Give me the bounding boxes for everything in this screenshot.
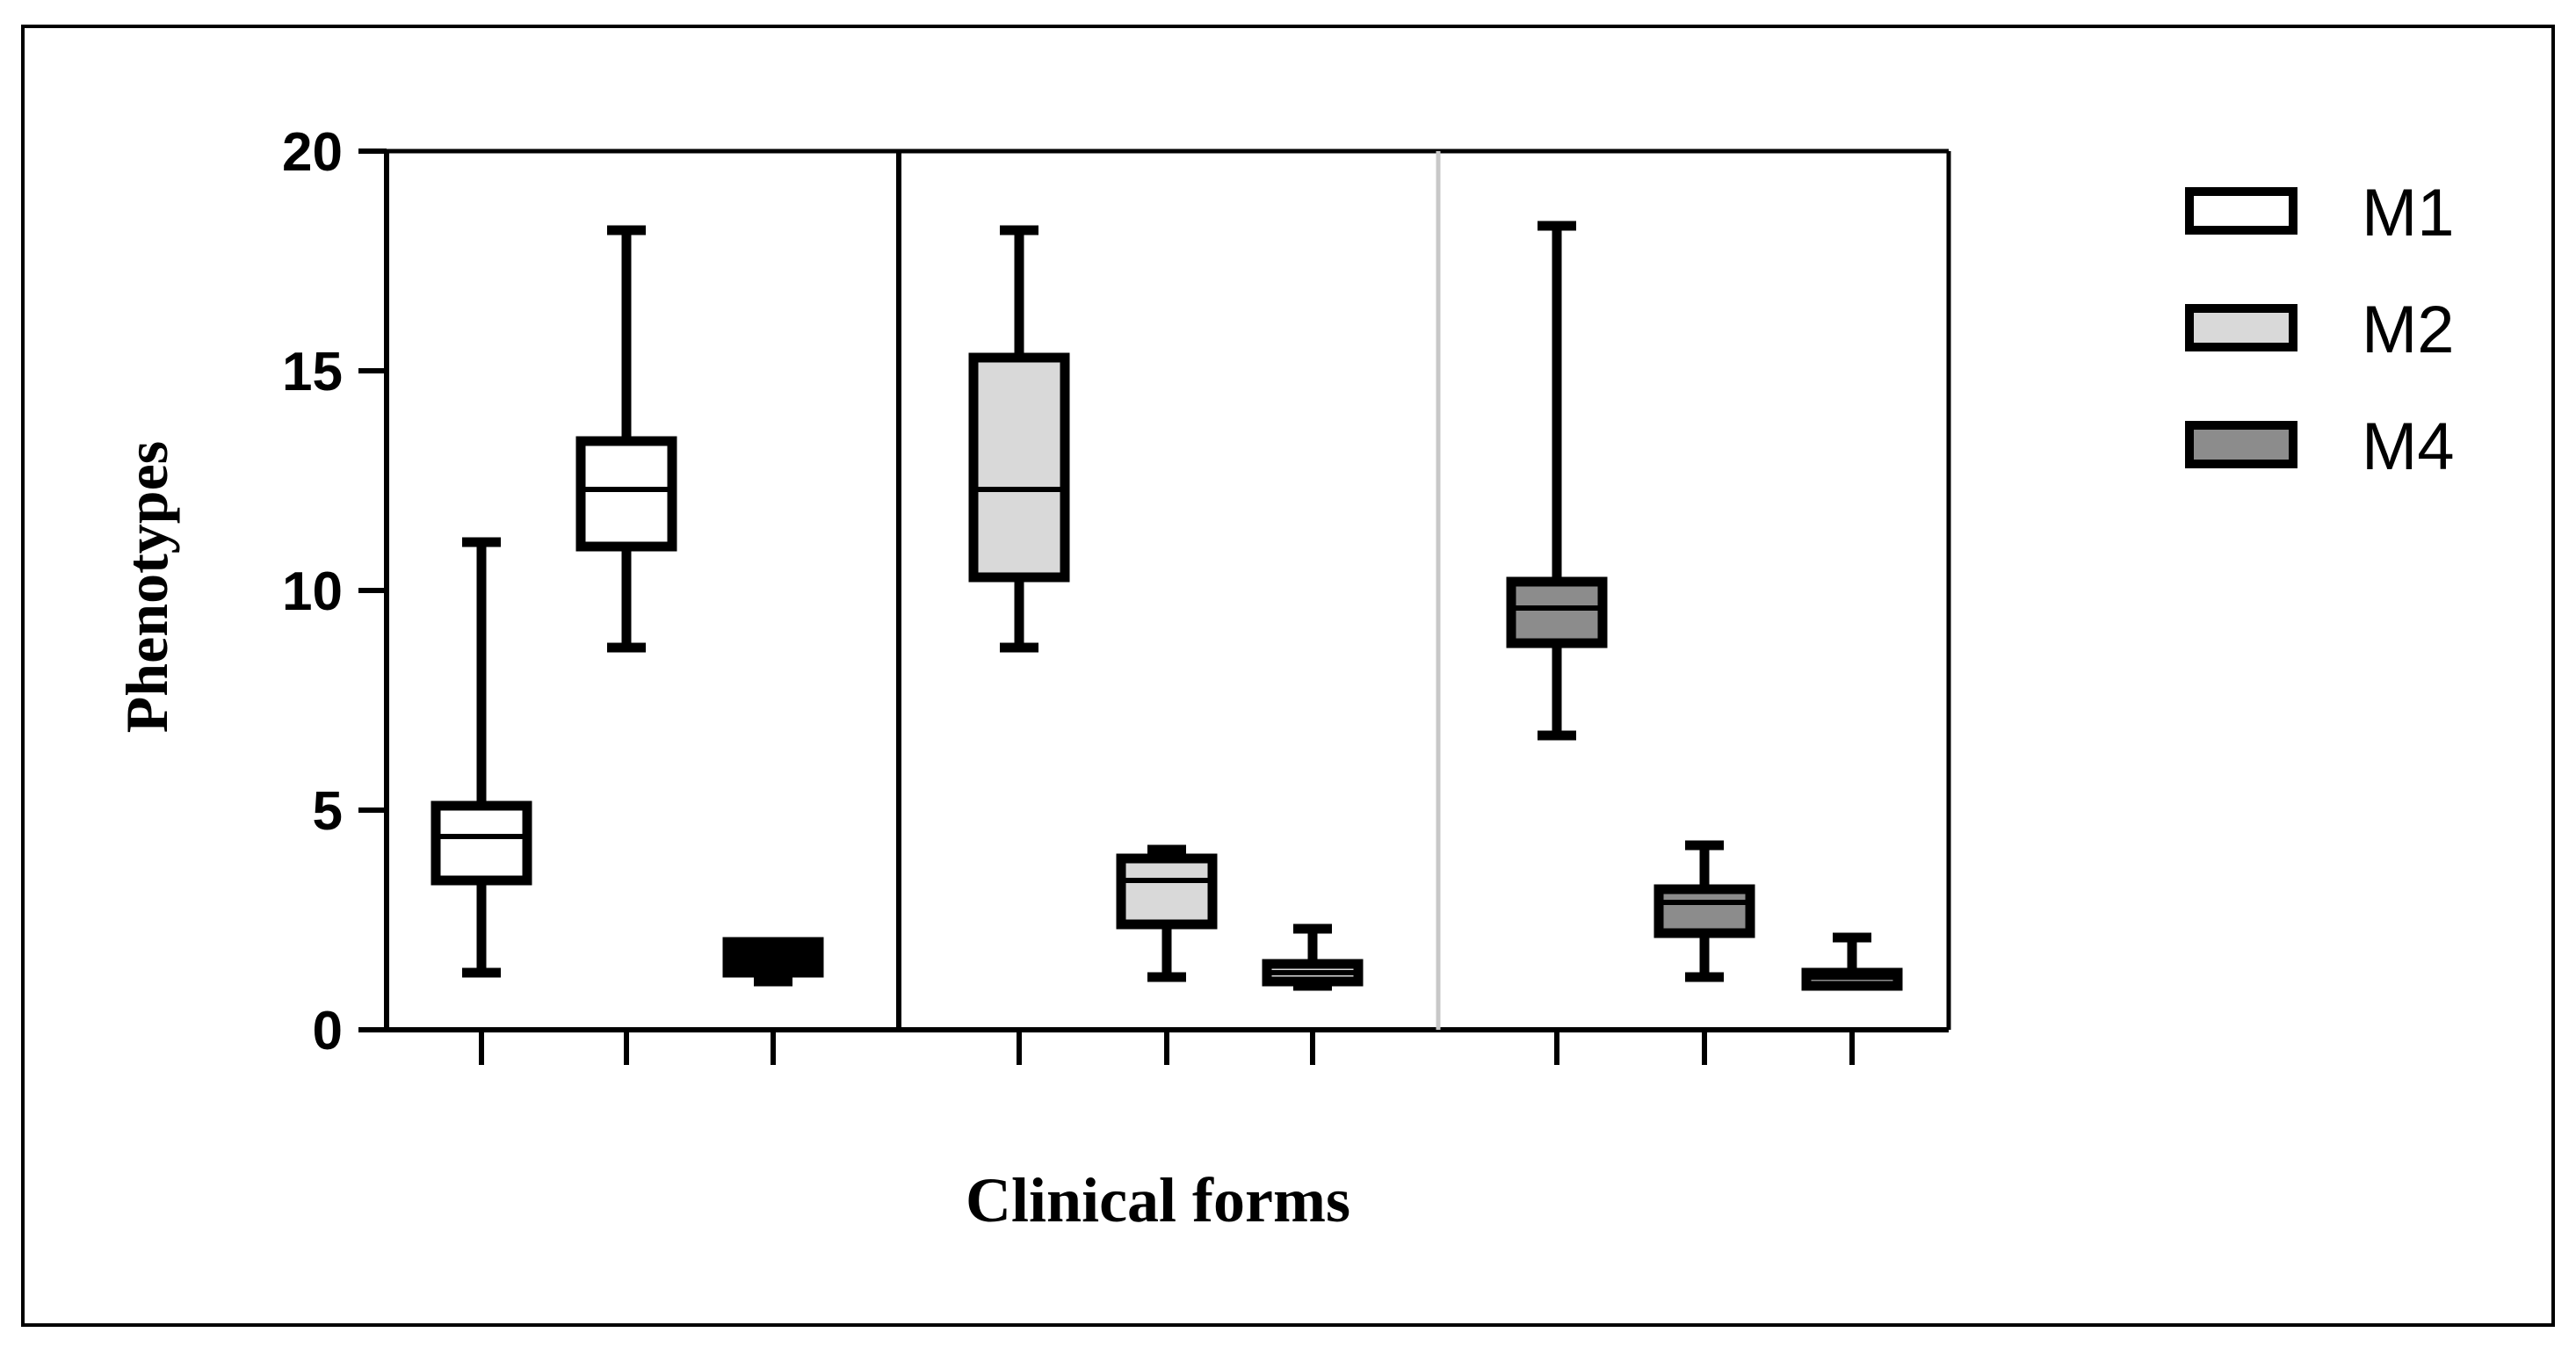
y-axis-title: Phenotypes (113, 441, 180, 733)
legend-item-m2: M2 (2185, 293, 2455, 367)
box-body (1506, 576, 1608, 648)
y-tick-label: 10 (282, 561, 343, 622)
legend-label: M4 (2362, 409, 2455, 484)
box-m2 (1262, 923, 1364, 1065)
box-m4 (1653, 840, 1755, 1065)
box-m1 (722, 937, 824, 1065)
box-body (1653, 884, 1755, 938)
box-m2 (968, 225, 1070, 1065)
legend-item-m1: M1 (2185, 176, 2455, 250)
box-m4 (1801, 932, 1903, 1065)
legend-label: M1 (2362, 176, 2455, 250)
legend-swatch (2185, 187, 2297, 235)
box-body (1116, 853, 1218, 930)
legend-swatch (2185, 304, 2297, 351)
box-m1 (575, 225, 677, 1065)
box-m2 (1116, 844, 1218, 1065)
legend-item-m4: M4 (2185, 409, 2455, 484)
legend-swatch (2185, 421, 2297, 468)
legend-label: M2 (2362, 293, 2455, 367)
y-tick-label: 0 (313, 1001, 343, 1061)
box-m1 (431, 537, 532, 1065)
x-axis-title: Clinical forms (966, 1165, 1350, 1235)
box-body (968, 352, 1070, 583)
box-body (575, 436, 677, 552)
box-m4 (1506, 221, 1608, 1065)
box-body (431, 800, 532, 886)
y-tick-label: 5 (313, 781, 343, 842)
figure-frame (21, 25, 2555, 1327)
y-tick-label: 15 (282, 342, 343, 402)
y-tick-label: 20 (282, 122, 343, 183)
